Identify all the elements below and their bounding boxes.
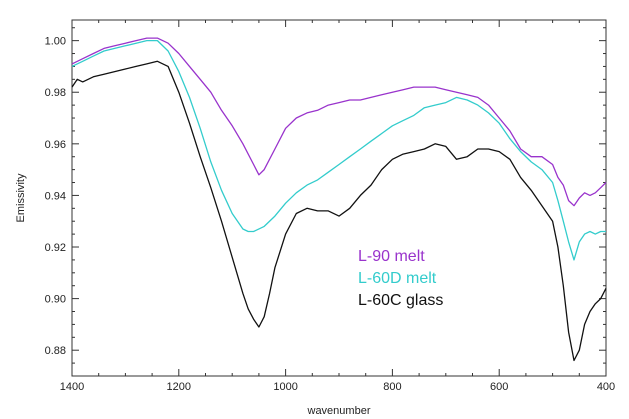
x-tick-label: 1200 [167, 381, 191, 393]
x-tick-label: 800 [383, 381, 401, 393]
y-tick-label: 0.96 [45, 139, 66, 151]
y-tick-label: 0.88 [45, 345, 66, 357]
x-tick-label: 1000 [273, 381, 297, 393]
y-tick-label: 0.90 [45, 294, 66, 306]
y-tick-label: 0.98 [45, 87, 66, 99]
y-tick-label: 0.92 [45, 242, 66, 254]
legend-label-l-60c-glass: L-60C glass [358, 292, 443, 309]
series-line-l-90-melt [71, 37, 607, 207]
x-tick-label: 400 [597, 381, 615, 393]
x-tick-label: 600 [490, 381, 508, 393]
series-line-l-60d-melt [71, 39, 606, 261]
x-axis-title: wavenumber [307, 405, 371, 417]
x-axis: 1400 1200 1000 800 600 400 [60, 20, 615, 393]
y-tick-label: 1.00 [45, 36, 66, 48]
y-axis-title: Emissivity [15, 173, 27, 222]
series-lines [71, 37, 607, 362]
legend: L-90 melt L-60D melt L-60C glass [358, 248, 443, 309]
plot-frame [71, 19, 607, 377]
series-line-l-60c-glass [71, 60, 607, 362]
legend-label-l-90-melt: L-90 melt [358, 248, 425, 265]
y-axis: 0.88 0.90 0.92 0.94 0.96 0.98 1.00 [45, 27, 606, 364]
x-tick-label: 1400 [60, 381, 84, 393]
y-tick-label: 0.94 [45, 190, 66, 202]
legend-label-l-60d-melt: L-60D melt [358, 270, 437, 287]
